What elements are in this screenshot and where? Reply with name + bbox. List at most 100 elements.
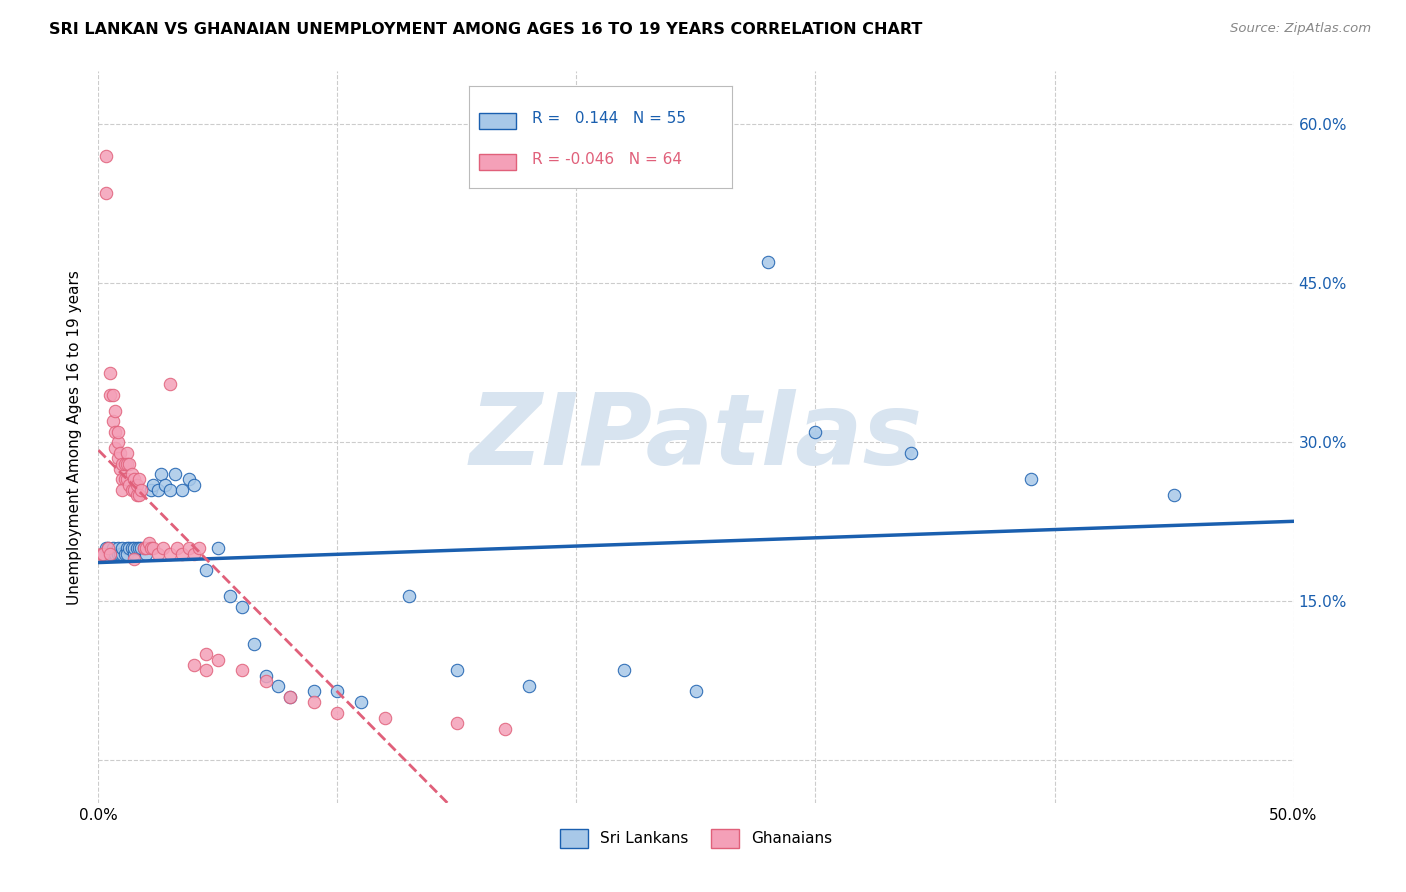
Point	[128, 541, 150, 556]
Point	[108, 547, 131, 561]
Point	[804, 425, 827, 439]
Point	[115, 541, 138, 556]
Point	[326, 706, 349, 720]
Point	[139, 541, 162, 556]
Point	[108, 446, 131, 460]
Point	[107, 435, 129, 450]
Point	[207, 541, 229, 556]
Point	[98, 387, 122, 401]
Legend: Sri Lankans, Ghanaians: Sri Lankans, Ghanaians	[554, 822, 838, 854]
Point	[104, 425, 127, 439]
Point	[685, 684, 707, 698]
Point	[107, 541, 129, 556]
Point	[183, 477, 205, 491]
Point	[114, 473, 136, 487]
Point	[179, 541, 201, 556]
Point	[111, 541, 134, 556]
Point	[446, 663, 468, 677]
Point	[900, 446, 922, 460]
Point	[219, 589, 242, 603]
Point	[243, 637, 266, 651]
Point	[517, 679, 540, 693]
Text: SRI LANKAN VS GHANAIAN UNEMPLOYMENT AMONG AGES 16 TO 19 YEARS CORRELATION CHART: SRI LANKAN VS GHANAIAN UNEMPLOYMENT AMON…	[49, 22, 922, 37]
Point	[118, 477, 141, 491]
Point	[139, 483, 162, 497]
Point	[131, 541, 153, 556]
Point	[163, 467, 186, 482]
Point	[187, 541, 209, 556]
Point	[159, 547, 181, 561]
Point	[183, 547, 205, 561]
Point	[132, 541, 155, 556]
Point	[101, 414, 124, 428]
Point	[159, 483, 181, 497]
Point	[94, 541, 117, 556]
Point	[98, 547, 122, 561]
Point	[125, 477, 148, 491]
Point	[98, 367, 122, 381]
Point	[101, 541, 124, 556]
Point	[152, 541, 174, 556]
Point	[111, 547, 134, 561]
Point	[148, 547, 170, 561]
Point	[125, 488, 148, 502]
Point	[231, 599, 253, 614]
Point	[121, 483, 143, 497]
Point	[111, 457, 134, 471]
Point	[231, 663, 253, 677]
Point	[114, 547, 136, 561]
Point	[115, 473, 138, 487]
Point	[111, 483, 134, 497]
Point	[121, 541, 143, 556]
Point	[124, 473, 146, 487]
Point	[118, 457, 141, 471]
Point	[118, 541, 141, 556]
Point	[195, 663, 218, 677]
Point	[107, 425, 129, 439]
Point	[195, 648, 218, 662]
Point	[142, 541, 165, 556]
Point	[278, 690, 301, 704]
Point	[149, 467, 172, 482]
Point	[101, 387, 124, 401]
Point	[1019, 473, 1042, 487]
Point	[207, 653, 229, 667]
Point	[98, 547, 122, 561]
Point	[94, 149, 117, 163]
Point	[124, 483, 146, 497]
Point	[101, 547, 124, 561]
Point	[124, 541, 146, 556]
Point	[91, 547, 114, 561]
Point	[254, 673, 277, 688]
Point	[254, 668, 277, 682]
Point	[166, 541, 188, 556]
Point	[131, 483, 153, 497]
Point	[350, 695, 373, 709]
Point	[613, 663, 636, 677]
Point	[97, 541, 120, 556]
Point	[155, 477, 177, 491]
Point	[195, 563, 218, 577]
Point	[374, 711, 396, 725]
Point	[107, 451, 129, 466]
Point	[121, 467, 143, 482]
Text: Source: ZipAtlas.com: Source: ZipAtlas.com	[1230, 22, 1371, 36]
Point	[132, 541, 155, 556]
Point	[128, 488, 150, 502]
Point	[398, 589, 420, 603]
Point	[135, 541, 157, 556]
Point	[115, 446, 138, 460]
Point	[179, 473, 201, 487]
Point	[124, 552, 146, 566]
Point	[302, 695, 325, 709]
Point	[125, 541, 148, 556]
Point	[159, 377, 181, 392]
Point	[326, 684, 349, 698]
Point	[267, 679, 290, 693]
Point	[108, 462, 131, 476]
Point	[104, 441, 127, 455]
Point	[111, 473, 134, 487]
Point	[183, 658, 205, 673]
Point	[104, 403, 127, 417]
Point	[148, 483, 170, 497]
